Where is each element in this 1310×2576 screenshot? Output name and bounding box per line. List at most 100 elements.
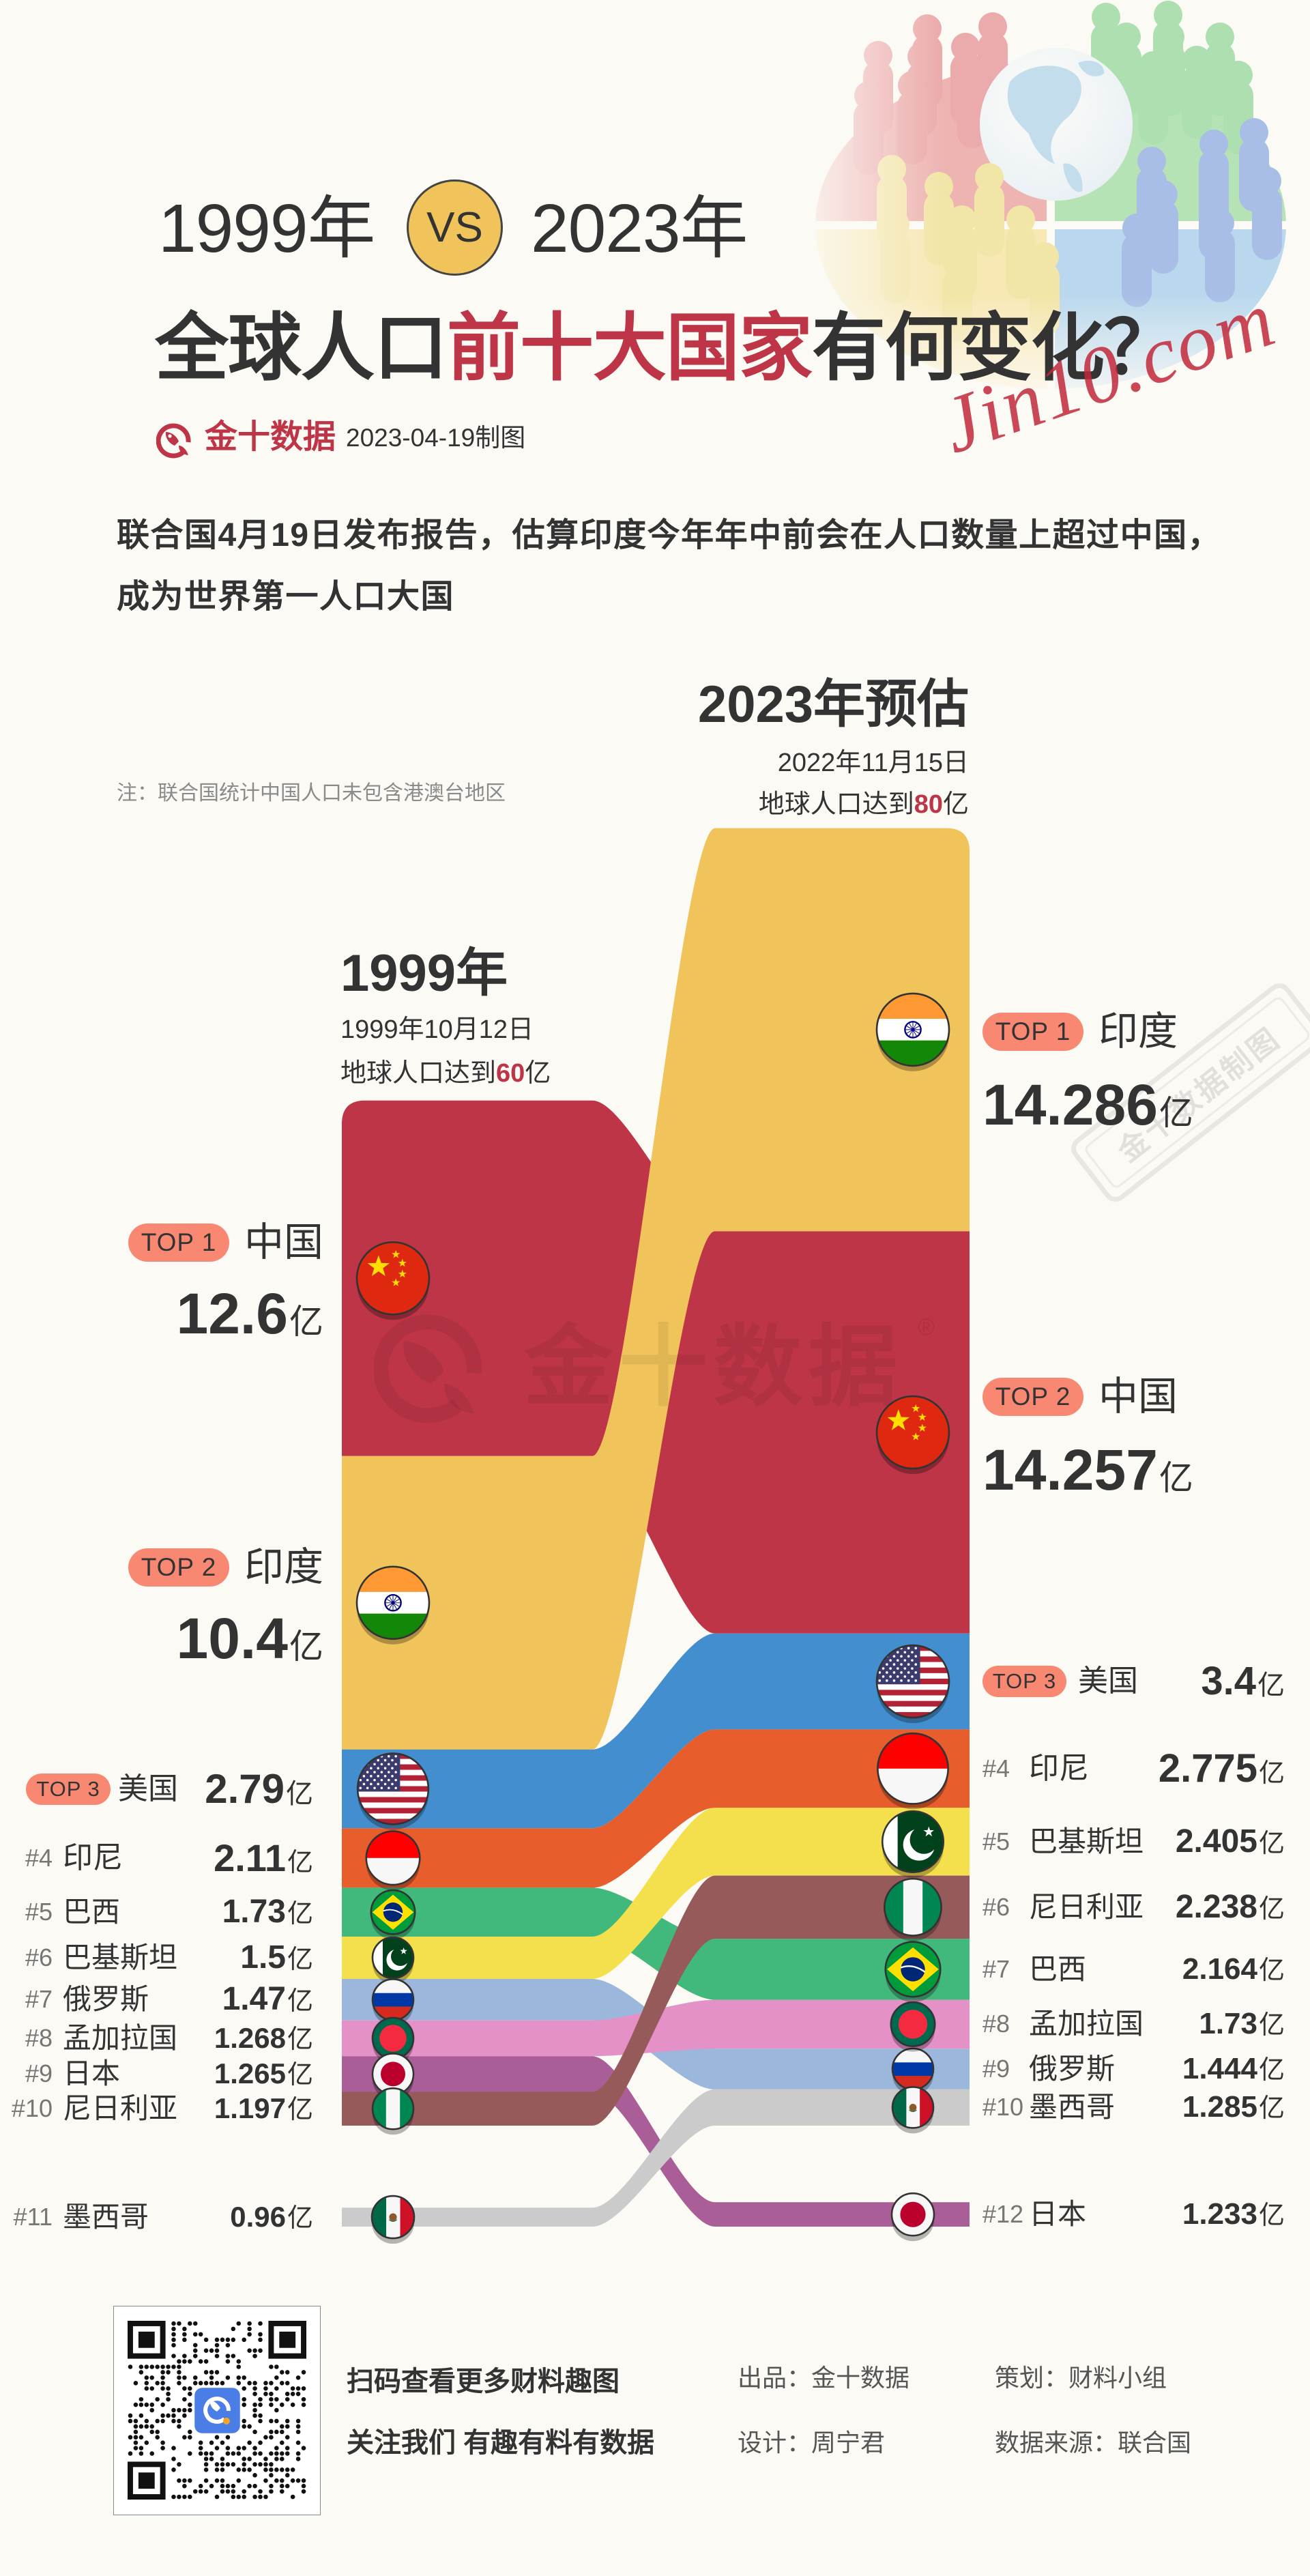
population-value-2023-india-unit: 亿	[1159, 1093, 1193, 1132]
population-value-2023-japan-unit: 亿	[1258, 2201, 1285, 2231]
population-value-1999-india-unit: 亿	[289, 1627, 323, 1666]
country-name-2023-china: 中国	[1098, 1374, 1178, 1419]
flag-brazil-icon	[886, 1942, 941, 2003]
population-value-2023-brazil: 2.164亿	[1182, 1945, 1285, 1993]
flag-pakistan-icon	[373, 1937, 413, 1984]
population-value-2023-pakistan-number: 2.405	[1175, 1823, 1257, 1859]
population-value-1999-indonesia-number: 2.11	[214, 1836, 286, 1879]
flag-bangladesh-icon	[891, 2002, 935, 2052]
flow-band-usa	[342, 1633, 970, 1829]
country-name-1999-china: 中国	[244, 1220, 323, 1265]
rank-label-2023-nigeria: #6	[982, 1892, 1010, 1921]
credit-producer-value: 金十数据	[811, 2364, 910, 2392]
rank-badge-2023-usa: TOP 3	[982, 1666, 1066, 1698]
country-name-2023-russia: 俄罗斯	[1029, 2053, 1116, 2085]
credit-designer-label: 设计：	[738, 2429, 812, 2457]
rank-label-2023-russia: #9	[982, 2055, 1010, 2083]
flow-band-bangladesh	[342, 1999, 970, 2057]
population-value-2023-pakistan: 2.405亿	[1176, 1818, 1285, 1866]
credit-planner-value: 财料小组	[1068, 2364, 1167, 2392]
population-value-1999-bangladesh-number: 1.268	[214, 2022, 286, 2054]
flag-usa-icon	[877, 1645, 949, 1724]
population-value-1999-usa-unit: 亿	[286, 1778, 313, 1809]
credit-designer: 设计：周宁君	[738, 2426, 885, 2460]
year-right-heading: 2023年	[531, 190, 748, 267]
flow-band-indonesia	[342, 1729, 970, 1888]
brand-watermark-icon	[374, 1314, 482, 1423]
world-population-unit: 亿	[942, 790, 969, 819]
rank-label-1999-pakistan: #6	[25, 1943, 53, 1971]
country-name-1999-japan: 日本	[63, 2057, 121, 2090]
credit-data-source-label: 数据来源：	[995, 2429, 1118, 2457]
rank-label-2023-pakistan: #5	[982, 1827, 1010, 1855]
title-part-2: 有何变化？	[812, 306, 1178, 389]
flag-brazil-icon	[371, 1890, 415, 1940]
country-name-1999-brazil: 巴西	[63, 1896, 121, 1928]
population-value-2023-mexico: 1.285亿	[1182, 2083, 1285, 2131]
world-population-value: 80	[914, 790, 943, 819]
country-name-1999-russia: 俄罗斯	[63, 1983, 149, 2016]
population-value-2023-nigeria-unit: 亿	[1258, 1894, 1285, 1924]
population-value-1999-india: 10.4亿	[177, 1604, 324, 1673]
population-value-1999-russia-unit: 亿	[287, 1987, 313, 2016]
flow-band-brazil	[342, 1887, 970, 2000]
credit-producer-label: 出品：	[738, 2364, 812, 2392]
world-population-prefix: 地球人口达到	[758, 790, 914, 819]
population-value-1999-pakistan-number: 1.5	[240, 1939, 286, 1976]
population-value-2023-mexico-number: 1.285	[1182, 2090, 1257, 2124]
rank-label-1999-indonesia: #4	[25, 1843, 53, 1872]
flag-russia-icon	[892, 2049, 933, 2095]
page-title: 全球人口前十大国家有何变化？	[155, 300, 1178, 396]
population-value-2023-indonesia: 2.775亿	[1159, 1745, 1285, 1793]
label-2023-china-heading: TOP 2 中国	[982, 1373, 1178, 1421]
country-name-1999-nigeria: 尼日利亚	[63, 2092, 178, 2125]
population-value-2023-indonesia-unit: 亿	[1258, 1759, 1285, 1788]
population-value-1999-brazil-unit: 亿	[287, 1900, 313, 1929]
country-name-1999-mexico: 墨西哥	[63, 2201, 149, 2233]
rank-badge-1999-usa: TOP 3	[26, 1773, 111, 1805]
population-value-2023-brazil-number: 2.164	[1182, 1952, 1257, 1986]
label-1999-india-heading: TOP 2 印度	[128, 1544, 323, 1591]
intro-line-1: 联合国4月19日发布报告，估算印度今年年中前会在人口数量上超过中国，	[117, 517, 1222, 553]
population-value-2023-bangladesh-unit: 亿	[1258, 2011, 1285, 2040]
population-value-1999-brazil-number: 1.73	[222, 1894, 286, 1930]
population-value-2023-india-number: 14.286	[982, 1072, 1158, 1137]
population-value-2023-japan-number: 1.233	[1182, 2197, 1257, 2231]
country-name-2023-mexico: 墨西哥	[1029, 2091, 1116, 2124]
rank-label-2023-bangladesh: #8	[982, 2010, 1010, 2038]
watermark-registered-mark: ®	[918, 1314, 935, 1340]
population-value-1999-mexico: 0.96亿	[230, 2193, 313, 2241]
column-title-2023: 2023年预估	[697, 676, 969, 734]
world-population-1999: 地球人口达到60亿	[340, 1056, 551, 1090]
country-name-2023-bangladesh: 孟加拉国	[1029, 2008, 1144, 2040]
country-name-1999-india: 印度	[244, 1544, 323, 1589]
population-value-2023-nigeria: 2.238亿	[1176, 1883, 1285, 1931]
population-value-1999-japan: 1.265亿	[214, 2050, 313, 2098]
world-population-prefix: 地球人口达到	[340, 1059, 497, 1088]
rank-label-2023-japan: #12	[982, 2200, 1024, 2229]
world-population-unit: 亿	[525, 1059, 551, 1088]
population-value-2023-japan: 1.233亿	[1182, 2190, 1285, 2238]
population-value-1999-japan-unit: 亿	[287, 2061, 313, 2090]
vs-badge: VS	[407, 179, 503, 276]
credit-data-source-value: 联合国	[1118, 2429, 1192, 2457]
population-value-2023-russia-unit: 亿	[1258, 2056, 1285, 2085]
population-value-1999-indonesia: 2.11亿	[214, 1834, 313, 1882]
flag-bangladesh-icon	[373, 2018, 413, 2064]
label-2023-india-heading: TOP 1 印度	[982, 1008, 1178, 1056]
population-value-1999-russia-number: 1.47	[222, 1981, 286, 2018]
brand-name: 金十数据	[205, 419, 336, 455]
rank-badge-2023-india: TOP 1	[982, 1012, 1083, 1051]
population-value-2023-indonesia-number: 2.775	[1158, 1746, 1257, 1791]
population-value-1999-india-number: 10.4	[176, 1606, 289, 1670]
country-name-1999-usa: 美国	[118, 1771, 178, 1806]
country-name-1999-bangladesh: 孟加拉国	[63, 2022, 178, 2054]
qr-caption-1: 扫码查看更多财料趣图	[347, 2367, 620, 2397]
data-note: 注：联合国统计中国人口未包含港澳台地区	[117, 782, 506, 805]
population-value-2023-china-number: 14.257	[982, 1438, 1158, 1503]
flow-band-japan	[342, 2056, 970, 2227]
population-value-2023-bangladesh: 1.73亿	[1199, 2000, 1285, 2048]
